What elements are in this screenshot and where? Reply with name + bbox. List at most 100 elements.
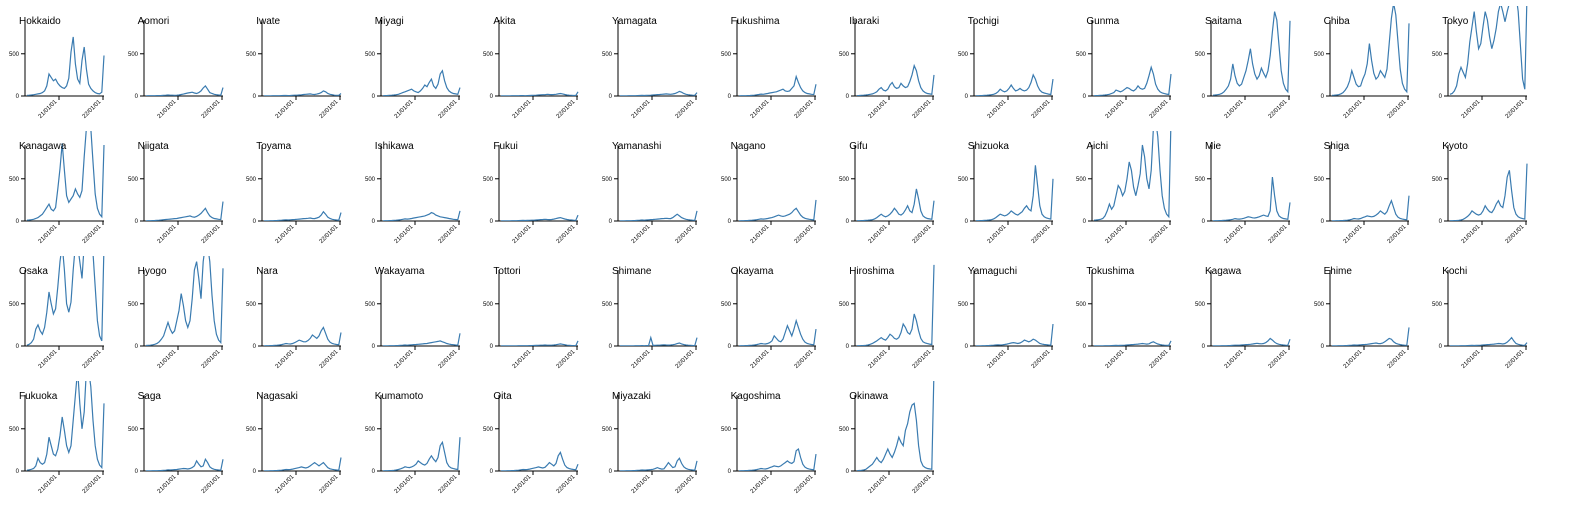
- y-tick-label: 0: [846, 219, 850, 225]
- x-tick-label: 21/01/01: [393, 224, 414, 245]
- y-tick-label: 0: [1439, 94, 1443, 100]
- x-tick-label: 22/01/01: [675, 349, 696, 370]
- series-line: [264, 210, 342, 221]
- y-tick-label: 0: [727, 94, 731, 100]
- panel-nagano: 0 500 21/01/01 22/01/01 Nagano: [712, 125, 833, 250]
- series-line: [1212, 337, 1291, 346]
- panel-kumamoto: 0 500 21/01/01 22/01/01 Kumamoto: [356, 375, 477, 500]
- x-tick-label: 22/01/01: [556, 224, 577, 245]
- series-line: [857, 63, 935, 96]
- y-tick-label: 0: [1320, 344, 1324, 350]
- y-tick-label: 0: [964, 344, 968, 350]
- y-tick-label: 500: [246, 52, 257, 58]
- panel-chart: 0 500 21/01/01 22/01/01: [1432, 145, 1528, 245]
- panel-chart: 0 500 21/01/01 22/01/01: [721, 395, 817, 495]
- panel-chart: 0 500 21/01/01 22/01/01: [365, 395, 461, 495]
- series-line: [145, 457, 224, 471]
- x-tick-label: 21/01/01: [1342, 224, 1363, 245]
- y-tick-label: 0: [846, 344, 850, 350]
- x-tick-label: 21/01/01: [275, 99, 296, 120]
- panel-fukuoka: 0 500 21/01/01 22/01/01 Fukuoka: [0, 375, 121, 500]
- panel-title: Akita: [493, 16, 516, 27]
- panel-title: Kochi: [1442, 266, 1468, 277]
- y-tick-label: 0: [371, 219, 375, 225]
- series-line: [382, 69, 461, 96]
- x-tick-label: 21/01/01: [749, 224, 770, 245]
- y-tick-label: 0: [16, 344, 20, 350]
- x-tick-label: 21/01/01: [1461, 99, 1482, 120]
- y-tick-label: 500: [1076, 302, 1087, 308]
- x-tick-label: 21/01/01: [749, 349, 770, 370]
- x-tick-label: 21/01/01: [512, 349, 533, 370]
- panel-chart: 0 500 21/01/01 22/01/01: [483, 20, 579, 120]
- series-line: [738, 447, 817, 471]
- y-tick-label: 500: [246, 302, 257, 308]
- x-tick-label: 22/01/01: [675, 224, 696, 245]
- series-line: [26, 36, 105, 96]
- x-tick-label: 22/01/01: [1268, 349, 1289, 370]
- x-tick-label: 22/01/01: [1030, 224, 1051, 245]
- panel-title: Nagasaki: [256, 391, 298, 402]
- x-tick-label: 21/01/01: [156, 474, 177, 495]
- series-line: [1331, 327, 1410, 346]
- panel-title: Osaka: [19, 266, 48, 277]
- series-line: [619, 210, 698, 221]
- x-tick-label: 21/01/01: [38, 99, 59, 120]
- series-line: [1094, 65, 1172, 96]
- x-tick-label: 21/01/01: [1461, 224, 1482, 245]
- x-tick-label: 21/01/01: [275, 224, 296, 245]
- panel-fukui: 0 500 21/01/01 22/01/01 Fukui: [474, 125, 595, 250]
- y-tick-label: 500: [483, 427, 494, 433]
- panel-kanagawa: 0 500 21/01/01 22/01/01 Kanagawa: [0, 125, 121, 250]
- y-tick-label: 0: [1083, 94, 1087, 100]
- panel-kagoshima: 0 500 21/01/01 22/01/01 Kagoshima: [712, 375, 833, 500]
- panel-kyoto: 0 500 21/01/01 22/01/01 Kyoto: [1423, 125, 1544, 250]
- y-tick-label: 0: [609, 469, 613, 475]
- panel-title: Wakayama: [374, 266, 425, 277]
- series-line: [975, 73, 1054, 96]
- y-tick-label: 0: [253, 219, 257, 225]
- panel-chart: 0 500 21/01/01 22/01/01: [128, 20, 224, 120]
- x-tick-label: 22/01/01: [437, 224, 458, 245]
- panel-chart: 0 500 21/01/01 22/01/01: [128, 256, 224, 370]
- panel-chart: 0 500 21/01/01 22/01/01: [1076, 131, 1172, 245]
- x-tick-label: 21/01/01: [631, 99, 652, 120]
- y-tick-label: 0: [1202, 344, 1206, 350]
- y-tick-label: 0: [727, 469, 731, 475]
- x-tick-label: 21/01/01: [1224, 224, 1245, 245]
- panel-title: Fukui: [493, 141, 518, 152]
- y-tick-label: 500: [128, 427, 139, 433]
- x-tick-label: 22/01/01: [319, 349, 340, 370]
- panel-title: Shizuoka: [967, 141, 1009, 152]
- panel-chart: 0 500 21/01/01 22/01/01: [721, 270, 817, 370]
- y-tick-label: 500: [9, 177, 20, 183]
- x-tick-label: 21/01/01: [1105, 99, 1126, 120]
- panel-osaka: 0 500 21/01/01 22/01/01 Osaka: [0, 250, 121, 375]
- panel-title: Iwate: [256, 16, 281, 27]
- y-tick-label: 500: [958, 177, 969, 183]
- panel-aomori: 0 500 21/01/01 22/01/01 Aomori: [119, 0, 240, 125]
- panel-title: Yamagata: [612, 16, 657, 27]
- panel-title: Hokkaido: [19, 16, 61, 27]
- y-tick-label: 0: [371, 94, 375, 100]
- y-tick-label: 500: [721, 52, 732, 58]
- y-tick-label: 500: [365, 302, 376, 308]
- x-tick-label: 21/01/01: [38, 474, 59, 495]
- y-tick-label: 0: [1202, 94, 1206, 100]
- x-tick-label: 21/01/01: [1342, 349, 1363, 370]
- panel-title: Hiroshima: [849, 266, 895, 277]
- x-tick-label: 22/01/01: [1505, 99, 1526, 120]
- x-tick-label: 22/01/01: [1386, 224, 1407, 245]
- panel-title: Fukushima: [730, 16, 780, 27]
- y-tick-label: 500: [9, 52, 20, 58]
- panel-nagasaki: 0 500 21/01/01 22/01/01 Nagasaki: [237, 375, 358, 500]
- y-tick-label: 500: [721, 302, 732, 308]
- panel-hiroshima: 0 500 21/01/01 22/01/01 Hiroshima: [830, 250, 951, 375]
- y-tick-label: 500: [483, 177, 494, 183]
- series-line: [975, 323, 1054, 346]
- y-tick-label: 500: [365, 177, 376, 183]
- y-tick-label: 500: [246, 177, 257, 183]
- series-line: [619, 457, 698, 471]
- x-tick-label: 22/01/01: [200, 224, 221, 245]
- panel-title: Niigata: [137, 141, 169, 152]
